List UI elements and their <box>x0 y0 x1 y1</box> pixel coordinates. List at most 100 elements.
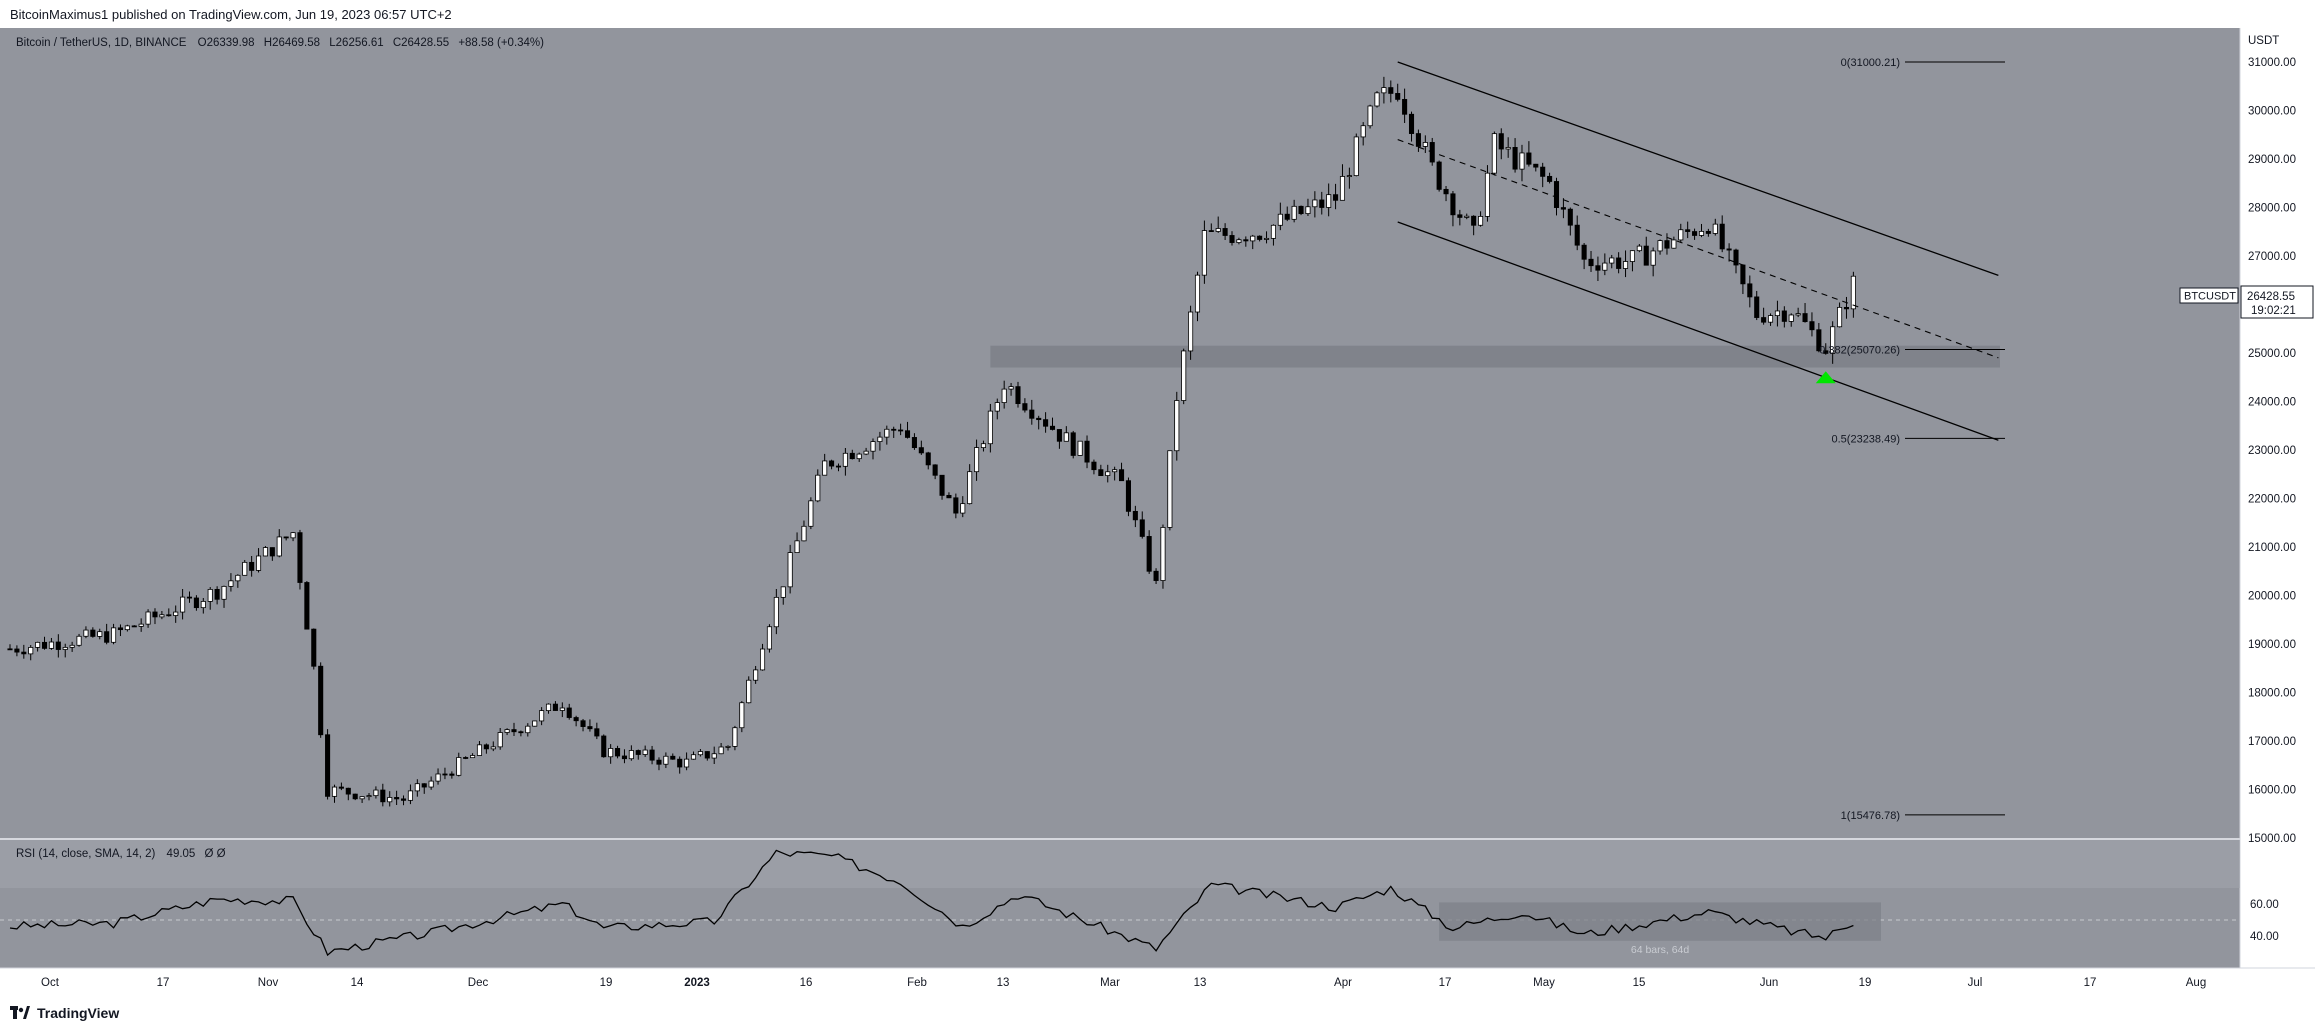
candle-body <box>1367 105 1373 127</box>
candle-body <box>331 786 338 797</box>
candle-body <box>407 790 413 801</box>
ohlc-change: +88.58 (+0.34%) <box>458 37 544 49</box>
candle-body <box>677 758 683 768</box>
candle-body <box>1326 194 1332 208</box>
price-tick-label: 15000.00 <box>2248 833 2296 845</box>
fib-levels[interactable]: 0(31000.21) 0.382(25070.26) 0.5(23238.49) 1… <box>1819 57 2005 822</box>
fib-label: 0.382(25070.26) <box>1819 345 1900 357</box>
candle-body <box>1353 136 1359 177</box>
candle-body <box>822 460 828 476</box>
candle-body <box>256 555 262 571</box>
time-axis-label: Nov <box>258 977 279 989</box>
candle-body <box>1174 400 1180 452</box>
price-axis-ticks[interactable]: 31000.00 30000.00 29000.00 28000.00 27000.00… <box>2248 57 2296 845</box>
tradingview-logo[interactable]: TradingView <box>10 1005 119 1021</box>
candle-body <box>1450 193 1456 216</box>
ohlc-open-label: O <box>198 37 207 49</box>
candle-body <box>601 735 607 758</box>
price-tick-label: 23000.00 <box>2248 445 2296 457</box>
candle-body <box>1146 536 1152 572</box>
candle-body <box>1236 239 1242 243</box>
candle-body <box>849 452 855 460</box>
candle-body <box>1105 471 1111 477</box>
channel-middle-line[interactable] <box>1397 139 1999 359</box>
price-axis-background <box>2240 28 2315 968</box>
candle-body <box>1774 310 1780 317</box>
candle-body <box>1056 429 1062 442</box>
candle-body <box>1333 194 1339 201</box>
candle-body <box>394 797 400 800</box>
price-tag-countdown: 19:02:21 <box>2251 305 2296 317</box>
price-tick-label: 30000.00 <box>2248 105 2296 117</box>
time-axis-label: Feb <box>907 977 927 989</box>
candle-body <box>159 614 165 618</box>
candle-body <box>911 437 917 449</box>
candle-body <box>615 748 621 757</box>
rsi-tick-40: 40.00 <box>2250 931 2279 943</box>
candle-body <box>1291 205 1297 220</box>
candle-body <box>725 745 731 748</box>
top-bar: BitcoinMaximus1 published on TradingView… <box>0 0 2315 28</box>
candle-body <box>587 726 593 730</box>
candle-body <box>580 720 586 727</box>
candle-body <box>511 729 517 733</box>
candle-body <box>594 728 600 737</box>
candle-body <box>1629 250 1635 262</box>
candle-body <box>131 625 137 628</box>
candle-body <box>1229 235 1235 243</box>
rsi-line[interactable] <box>9 849 1854 957</box>
candle-body <box>1712 223 1718 234</box>
candle-body <box>1070 432 1076 456</box>
channel-upper-line[interactable] <box>1397 61 1999 276</box>
candle-body <box>1726 248 1732 251</box>
candle-body <box>269 547 275 557</box>
candle-body <box>1077 440 1083 456</box>
candle-body <box>656 759 662 765</box>
price-tick-label: 22000.00 <box>2248 493 2296 505</box>
rsi-range-label: 64 bars, 64d <box>1631 944 1690 956</box>
candle-body <box>166 614 172 617</box>
candle-body <box>1505 147 1511 150</box>
rsi-range-box[interactable] <box>1439 902 1881 941</box>
candle-body <box>1657 240 1663 252</box>
candle-body <box>1395 93 1401 100</box>
rsi-legend[interactable]: RSI (14, close, SMA, 14, 2) 49.05 Ø Ø <box>16 848 226 860</box>
candle-body <box>1830 326 1836 354</box>
candle-body <box>7 648 13 651</box>
symbol-legend[interactable]: Bitcoin / TetherUS, 1D, BINANCE O26339.9… <box>16 37 544 49</box>
candle-body <box>1284 213 1290 220</box>
candle-body <box>608 748 614 758</box>
candle-body <box>663 755 669 765</box>
price-chart[interactable]: 0(31000.21) 0.382(25070.26) 0.5(23238.49) 1… <box>0 28 2315 1000</box>
candle-body <box>1250 235 1256 242</box>
candle-body <box>1036 417 1042 421</box>
support-zone[interactable] <box>990 345 2000 368</box>
symbol-title: Bitcoin / TetherUS, 1D, BINANCE <box>16 37 187 49</box>
candle-body <box>1160 527 1166 581</box>
candle-body <box>815 474 821 502</box>
candle-body <box>1671 239 1677 249</box>
time-axis-label: 14 <box>351 977 364 989</box>
ohlc-high-value: 26469.58 <box>272 37 320 49</box>
candle-body <box>476 744 483 756</box>
fib-label: 0(31000.21) <box>1841 57 1900 69</box>
price-tick-label: 25000.00 <box>2248 348 2296 360</box>
candle-body <box>1685 229 1691 232</box>
candle-body <box>48 641 54 649</box>
time-axis-labels[interactable]: Oct 17 Nov 14 Dec 19 2023 16 Feb 13 Mar 13 Apr 17 May 1… <box>41 977 2206 989</box>
time-axis-label: Dec <box>468 977 489 989</box>
candle-body <box>1015 386 1021 405</box>
price-tick-label: 20000.00 <box>2248 590 2296 602</box>
channel-lower-line[interactable] <box>1397 221 1999 441</box>
candle-body <box>1298 205 1304 215</box>
candle-body <box>21 651 27 655</box>
candle-body <box>490 746 496 750</box>
candle-body <box>1243 239 1249 242</box>
candle-body <box>90 629 96 637</box>
candle-body <box>325 734 331 797</box>
candle-body <box>670 755 676 760</box>
candle-body <box>1678 229 1684 241</box>
candle-body <box>83 629 89 637</box>
candle-body <box>1049 425 1056 430</box>
price-tick-label: 24000.00 <box>2248 396 2296 408</box>
